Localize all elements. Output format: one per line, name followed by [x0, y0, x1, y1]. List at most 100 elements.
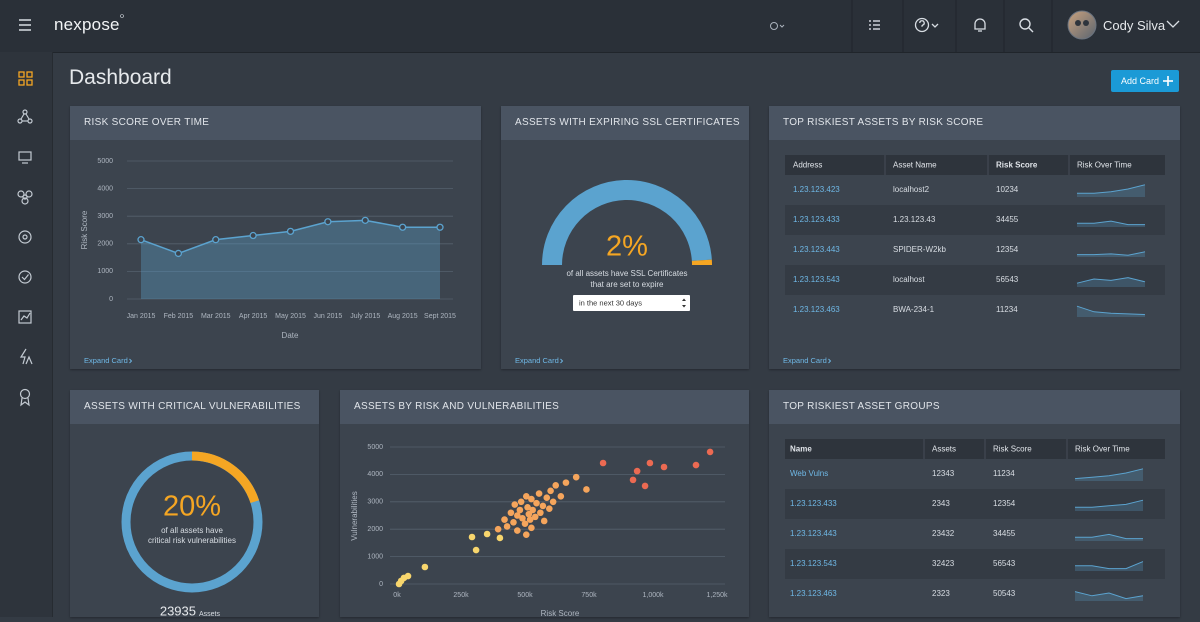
column-header: Risk Score — [993, 445, 1032, 454]
scatter-point — [522, 520, 529, 527]
search-icon[interactable] — [1020, 19, 1033, 32]
x-tick-label: 750k — [581, 592, 597, 599]
point — [288, 228, 294, 234]
menu-icon[interactable] — [19, 20, 31, 30]
scatter-point — [484, 531, 491, 538]
reports-icon[interactable] — [19, 311, 31, 323]
sparkline-area — [1077, 185, 1145, 197]
avatar-detail — [1075, 20, 1081, 26]
column-header: Name — [790, 445, 812, 454]
x-tick-label: Feb 2015 — [164, 313, 194, 320]
table-cell: 2323 — [932, 589, 950, 598]
bell-icon[interactable] — [975, 19, 985, 31]
table-cell: localhost — [893, 275, 925, 284]
table-cell: 2343 — [932, 499, 950, 508]
vulnerabilities-icon[interactable] — [18, 191, 32, 204]
y-tick-label: 4000 — [367, 471, 383, 478]
table-cell: 1.23.123.443 — [790, 529, 837, 538]
table-cell: 1.23.123.43 — [893, 215, 936, 224]
row-band — [785, 205, 1165, 235]
avatar[interactable] — [1068, 11, 1096, 39]
table-cell: 23432 — [932, 529, 955, 538]
plus-icon — [1163, 76, 1173, 86]
y-axis-label: Vulnerabilities — [350, 491, 359, 541]
scatter-point — [547, 488, 554, 495]
asset-count-unit: Assets — [199, 611, 221, 617]
add-card-button[interactable]: Add Card — [1111, 70, 1179, 92]
separators — [852, 0, 1052, 52]
table-cell: 50543 — [993, 589, 1016, 598]
x-tick-label: Jan 2015 — [127, 313, 156, 320]
scatter-point — [514, 527, 521, 534]
expand-card-link[interactable]: Expand Card — [84, 356, 128, 365]
scatter-point — [469, 534, 476, 541]
table-cell: 56543 — [993, 559, 1016, 568]
policies-icon[interactable] — [19, 231, 31, 243]
x-tick-label: Sept 2015 — [424, 313, 456, 320]
range-select-label: in the next 30 days — [579, 298, 642, 307]
help-icon[interactable] — [916, 19, 939, 32]
x-tick-label: 0k — [393, 592, 401, 599]
status-icon[interactable] — [771, 23, 785, 30]
card-body: 2%of all assets have SSL Certificatestha… — [501, 106, 749, 369]
automation-icon[interactable] — [21, 349, 32, 364]
y-tick-label: 3000 — [367, 499, 383, 506]
y-axis-label: Risk Score — [80, 210, 89, 249]
expand-card-link[interactable]: Expand Card — [783, 356, 827, 365]
expand-card-link[interactable]: Expand Card — [515, 356, 559, 365]
scatter-point — [495, 526, 502, 533]
admin-icon[interactable] — [21, 390, 30, 406]
point — [362, 217, 368, 223]
card-title: ASSETS WITH CRITICAL VULNERABILITIES — [70, 390, 319, 424]
user-name[interactable]: Cody Silva — [1103, 18, 1165, 33]
table-cell: 1.23.123.443 — [793, 245, 840, 254]
scatter-point — [552, 482, 559, 489]
dashboard-icon[interactable] — [19, 72, 32, 85]
scatter-point — [693, 462, 700, 469]
x-tick-label: 1,250k — [706, 592, 728, 599]
card-title: TOP RISKIEST ASSETS BY RISK SCORE — [769, 106, 1180, 140]
table-cell: 1.23.123.463 — [793, 305, 840, 314]
scatter-point — [501, 516, 508, 523]
list-icon[interactable] — [869, 21, 880, 29]
card-title: TOP RISKIEST ASSET GROUPS — [769, 390, 1180, 424]
column-header: Risk Over Time — [1077, 161, 1132, 170]
scatter-point — [558, 493, 565, 500]
sidebar — [0, 52, 53, 617]
table-cell: 11234 — [996, 305, 1018, 314]
user-menu-chevron[interactable] — [1167, 21, 1179, 27]
scatter-point — [511, 501, 518, 508]
x-tick-label: 1,000k — [642, 592, 664, 599]
table-cell: 12354 — [996, 245, 1019, 254]
point — [250, 233, 256, 239]
y-tick-label: 0 — [109, 296, 113, 303]
table-cell: 11234 — [993, 469, 1015, 478]
column-header: Risk Over Time — [1075, 445, 1130, 454]
network-icon[interactable] — [18, 110, 32, 123]
remediation-icon[interactable] — [19, 271, 31, 283]
table-cell: 1.23.123.433 — [790, 499, 837, 508]
table-cell: 1.23.123.463 — [790, 589, 837, 598]
scatter-point — [583, 486, 590, 493]
y-tick-label: 5000 — [97, 158, 113, 165]
sparkline-area — [1075, 534, 1143, 541]
x-axis-label: Risk Score — [541, 609, 580, 617]
assets-icon[interactable] — [19, 152, 31, 163]
expand-chevron — [561, 359, 563, 363]
x-tick-label: Aug 2015 — [388, 313, 418, 320]
y-tick-label: 4000 — [97, 185, 113, 192]
card-title: ASSETS WITH EXPIRING SSL CERTIFICATES — [501, 106, 749, 140]
point — [175, 250, 181, 256]
row-band — [785, 549, 1165, 579]
gauge-value-label: 2% — [606, 231, 648, 263]
card-title: RISK SCORE OVER TIME — [70, 106, 481, 140]
point — [213, 237, 219, 243]
scatter-point — [642, 483, 649, 490]
column-header: Assets — [932, 445, 956, 454]
